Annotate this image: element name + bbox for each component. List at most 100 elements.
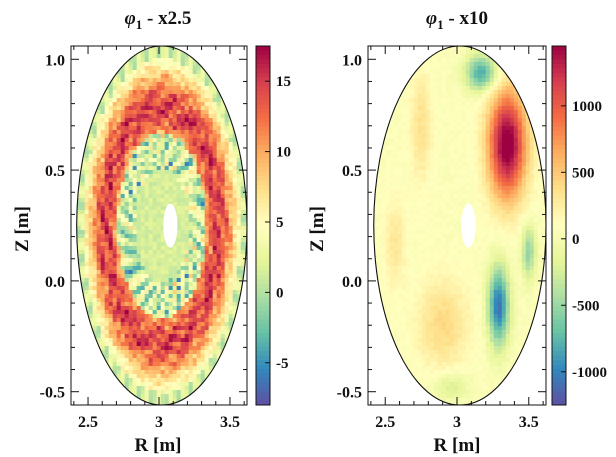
heatmap-cell <box>437 54 443 59</box>
heatmap-cell <box>168 290 173 295</box>
heatmap-cell <box>112 330 117 335</box>
heatmap-cell <box>84 306 89 311</box>
heatmap-cell <box>232 234 237 239</box>
heatmap-cell <box>204 86 209 91</box>
heatmap-cell <box>144 170 149 175</box>
heatmap-cell <box>152 282 157 287</box>
heatmap-cell <box>493 158 499 163</box>
heatmap-cell <box>144 70 149 75</box>
colorbar-segment <box>256 140 270 146</box>
heatmap-cell <box>116 110 121 115</box>
heatmap-cell <box>228 146 233 151</box>
heatmap-cell <box>116 210 121 215</box>
heatmap-cell <box>80 226 85 231</box>
heatmap-cell <box>172 250 177 255</box>
heatmap-cell <box>92 150 97 155</box>
heatmap-cell <box>188 294 193 299</box>
heatmap-cell <box>132 254 137 259</box>
heatmap-cell <box>449 194 455 199</box>
heatmap-cell <box>156 270 161 275</box>
heatmap-cell <box>497 194 503 199</box>
heatmap-cell <box>176 398 181 403</box>
heatmap-cell <box>421 66 427 71</box>
heatmap-cell <box>385 170 391 175</box>
heatmap-cell <box>228 142 233 147</box>
heatmap-cell <box>204 194 209 199</box>
heatmap-cell <box>100 286 105 291</box>
heatmap-cell <box>88 202 93 207</box>
heatmap-cell <box>148 78 153 83</box>
heatmap-cell <box>413 82 419 87</box>
heatmap-cell <box>148 302 153 307</box>
heatmap-cell <box>124 62 129 67</box>
heatmap-cell <box>124 78 129 83</box>
heatmap-cell <box>437 90 443 95</box>
heatmap-cell <box>433 94 439 99</box>
heatmap-cell <box>128 238 133 243</box>
heatmap-cell <box>156 162 161 167</box>
heatmap-cell <box>196 290 201 295</box>
heatmap-cell <box>120 130 125 135</box>
heatmap-cell <box>457 130 463 135</box>
heatmap-cell <box>437 50 443 55</box>
heatmap-cell <box>196 122 201 127</box>
heatmap-cell <box>240 150 245 155</box>
heatmap-cell <box>537 174 543 179</box>
heatmap-cell <box>196 214 201 219</box>
heatmap-cell <box>501 90 507 95</box>
heatmap-cell <box>216 178 221 183</box>
heatmap-cell <box>188 274 193 279</box>
heatmap-cell <box>481 82 487 87</box>
heatmap-cell <box>449 98 455 103</box>
heatmap-cell <box>116 222 121 227</box>
heatmap-cell <box>168 342 173 347</box>
heatmap-cell <box>180 94 185 99</box>
heatmap-cell <box>196 158 201 163</box>
heatmap-cell <box>224 126 229 131</box>
heatmap-cell <box>148 250 153 255</box>
heatmap-cell <box>116 294 121 299</box>
heatmap-cell <box>144 394 149 399</box>
heatmap-cell <box>124 250 129 255</box>
heatmap-cell <box>461 182 467 187</box>
heatmap-cell <box>88 262 93 267</box>
heatmap-cell <box>104 150 109 155</box>
heatmap-cell <box>104 354 109 359</box>
heatmap-cell <box>497 58 503 63</box>
heatmap-cell <box>489 190 495 195</box>
heatmap-cell <box>240 186 245 191</box>
heatmap-cell <box>100 366 105 371</box>
heatmap-cell <box>200 178 205 183</box>
heatmap-cell <box>509 170 515 175</box>
heatmap-cell <box>112 346 117 351</box>
heatmap-cell <box>112 182 117 187</box>
heatmap-cell <box>84 226 89 231</box>
heatmap-cell <box>112 178 117 183</box>
heatmap-cell <box>120 230 125 235</box>
heatmap-cell <box>441 158 447 163</box>
heatmap-cell <box>228 138 233 143</box>
heatmap-cell <box>112 282 117 287</box>
heatmap-cell <box>116 206 121 211</box>
heatmap-cell <box>132 174 137 179</box>
colorbar-segment <box>256 207 270 213</box>
heatmap-cell <box>224 258 229 263</box>
heatmap-cell <box>84 254 89 259</box>
heatmap-cell <box>160 110 165 115</box>
heatmap-cell <box>104 90 109 95</box>
heatmap-cell <box>537 130 543 135</box>
heatmap-cell <box>92 170 97 175</box>
heatmap-cell <box>172 62 177 67</box>
heatmap-cell <box>132 166 137 171</box>
heatmap-cell <box>485 114 491 119</box>
heatmap-cell <box>104 234 109 239</box>
heatmap-cell <box>521 126 527 131</box>
heatmap-cell <box>140 150 145 155</box>
heatmap-cell <box>88 282 93 287</box>
heatmap-cell <box>517 166 523 171</box>
heatmap-cell <box>96 166 101 171</box>
heatmap-cell <box>176 262 181 267</box>
heatmap-cell <box>220 346 225 351</box>
heatmap-cell <box>517 194 523 199</box>
heatmap-cell <box>136 354 141 359</box>
